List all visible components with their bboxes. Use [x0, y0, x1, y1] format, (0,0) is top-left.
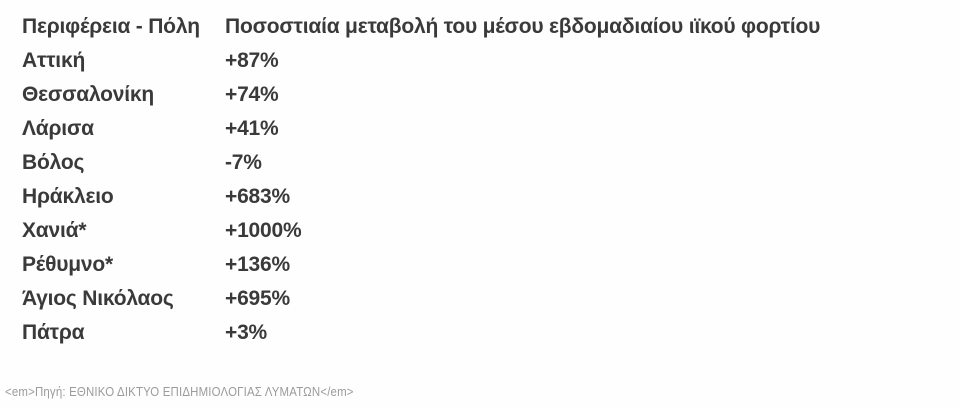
table-row: Αττική +87% — [22, 44, 820, 78]
header-region-label: Περιφέρεια - Πόλη — [22, 15, 200, 38]
region-cell: Βόλος — [22, 151, 85, 174]
table-row: Ηράκλειο +683% — [22, 180, 820, 214]
table-row: Χανιά* +1000% — [22, 214, 820, 248]
header-change-label: Ποσοστιαία μεταβολή του μέσου εβδομαδιαί… — [225, 15, 821, 38]
change-cell: +695% — [225, 287, 290, 310]
region-cell: Ρέθυμνο* — [22, 253, 113, 276]
table-row: Άγιος Νικόλαος +695% — [22, 282, 820, 316]
table-row: Ρέθυμνο* +136% — [22, 248, 820, 282]
region-cell: Άγιος Νικόλαος — [22, 287, 174, 310]
table-header-row: Περιφέρεια - Πόλη Ποσοστιαία μεταβολή το… — [22, 10, 820, 44]
change-cell: +87% — [225, 49, 279, 72]
change-cell: +74% — [225, 83, 279, 106]
change-cell: +136% — [225, 253, 290, 276]
change-cell: +683% — [225, 185, 290, 208]
table-row: Βόλος -7% — [22, 146, 820, 180]
wastewater-change-table: Περιφέρεια - Πόλη Ποσοστιαία μεταβολή το… — [22, 10, 820, 350]
source-note: <em>Πηγή: ΕΘΝΙΚΟ ΔΙΚΤΥΟ ΕΠΙΔΗΜΙΟΛΟΓΙΑΣ Λ… — [5, 384, 354, 399]
table-body: Αττική +87% Θεσσαλονίκη +74% Λάρισα +41%… — [22, 44, 820, 350]
change-cell: +1000% — [225, 219, 302, 242]
region-cell: Πάτρα — [22, 321, 85, 344]
change-cell: +41% — [225, 117, 279, 140]
region-cell: Λάρισα — [22, 117, 94, 140]
table-row: Πάτρα +3% — [22, 316, 820, 350]
change-cell: +3% — [225, 321, 268, 344]
region-cell: Θεσσαλονίκη — [22, 83, 155, 106]
table-row: Λάρισα +41% — [22, 112, 820, 146]
region-cell: Αττική — [22, 49, 86, 72]
region-cell: Ηράκλειο — [22, 185, 114, 208]
region-cell: Χανιά* — [22, 219, 87, 242]
change-cell: -7% — [225, 151, 262, 174]
table-row: Θεσσαλονίκη +74% — [22, 78, 820, 112]
